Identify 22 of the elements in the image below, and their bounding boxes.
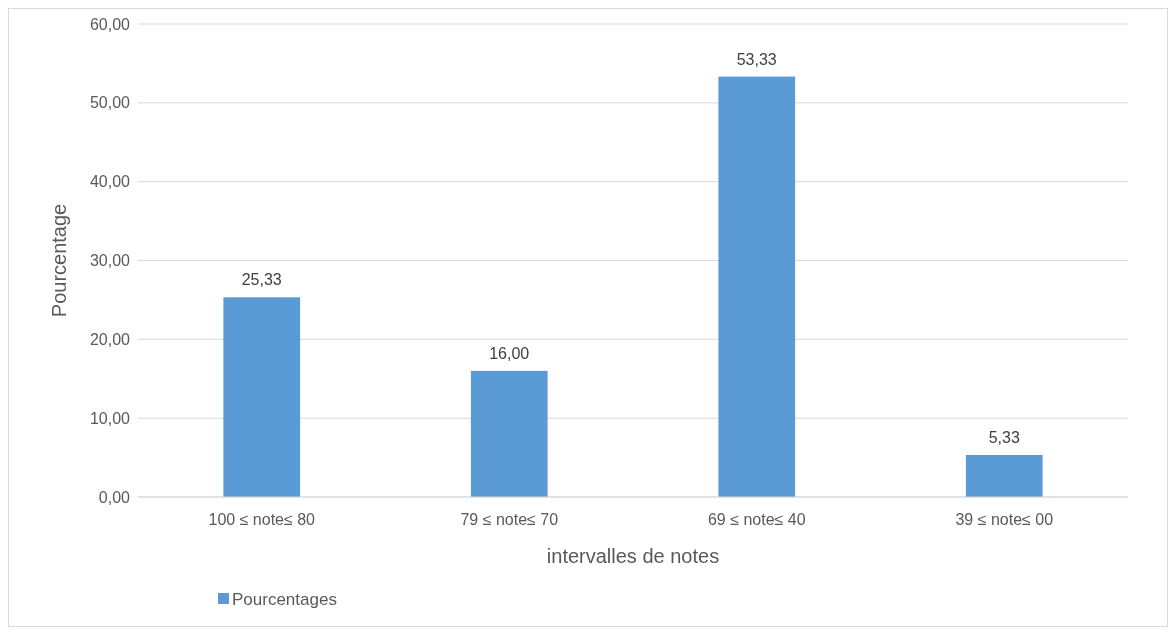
x-tick-label: 79 ≤ note≤ 70: [460, 511, 559, 528]
bar: [718, 76, 796, 497]
legend-label: Pourcentages: [232, 589, 337, 609]
data-label: 16,00: [489, 344, 530, 362]
y-tick-label: 10,00: [89, 409, 131, 427]
y-tick-label: 60,00: [89, 15, 131, 33]
y-tick-label: 20,00: [89, 330, 131, 348]
y-tick-label: 30,00: [89, 252, 131, 270]
data-label: 5,33: [988, 428, 1020, 446]
bar: [470, 370, 548, 497]
y-tick-label: 50,00: [89, 94, 131, 112]
y-tick-label: 0,00: [98, 488, 131, 506]
bar: [965, 454, 1043, 497]
data-label: 53,33: [736, 50, 777, 68]
data-label: 25,33: [241, 271, 282, 289]
x-tick-label: 69 ≤ note≤ 40: [707, 511, 806, 528]
x-axis-title: intervalles de notes: [546, 545, 720, 567]
bar: [223, 297, 301, 497]
x-tick-label: 39 ≤ note≤ 00: [955, 511, 1054, 528]
x-tick-label: 100 ≤ note≤ 80: [208, 511, 316, 528]
y-tick-label: 40,00: [89, 173, 131, 191]
y-axis-title: Pourcentage: [48, 203, 70, 318]
